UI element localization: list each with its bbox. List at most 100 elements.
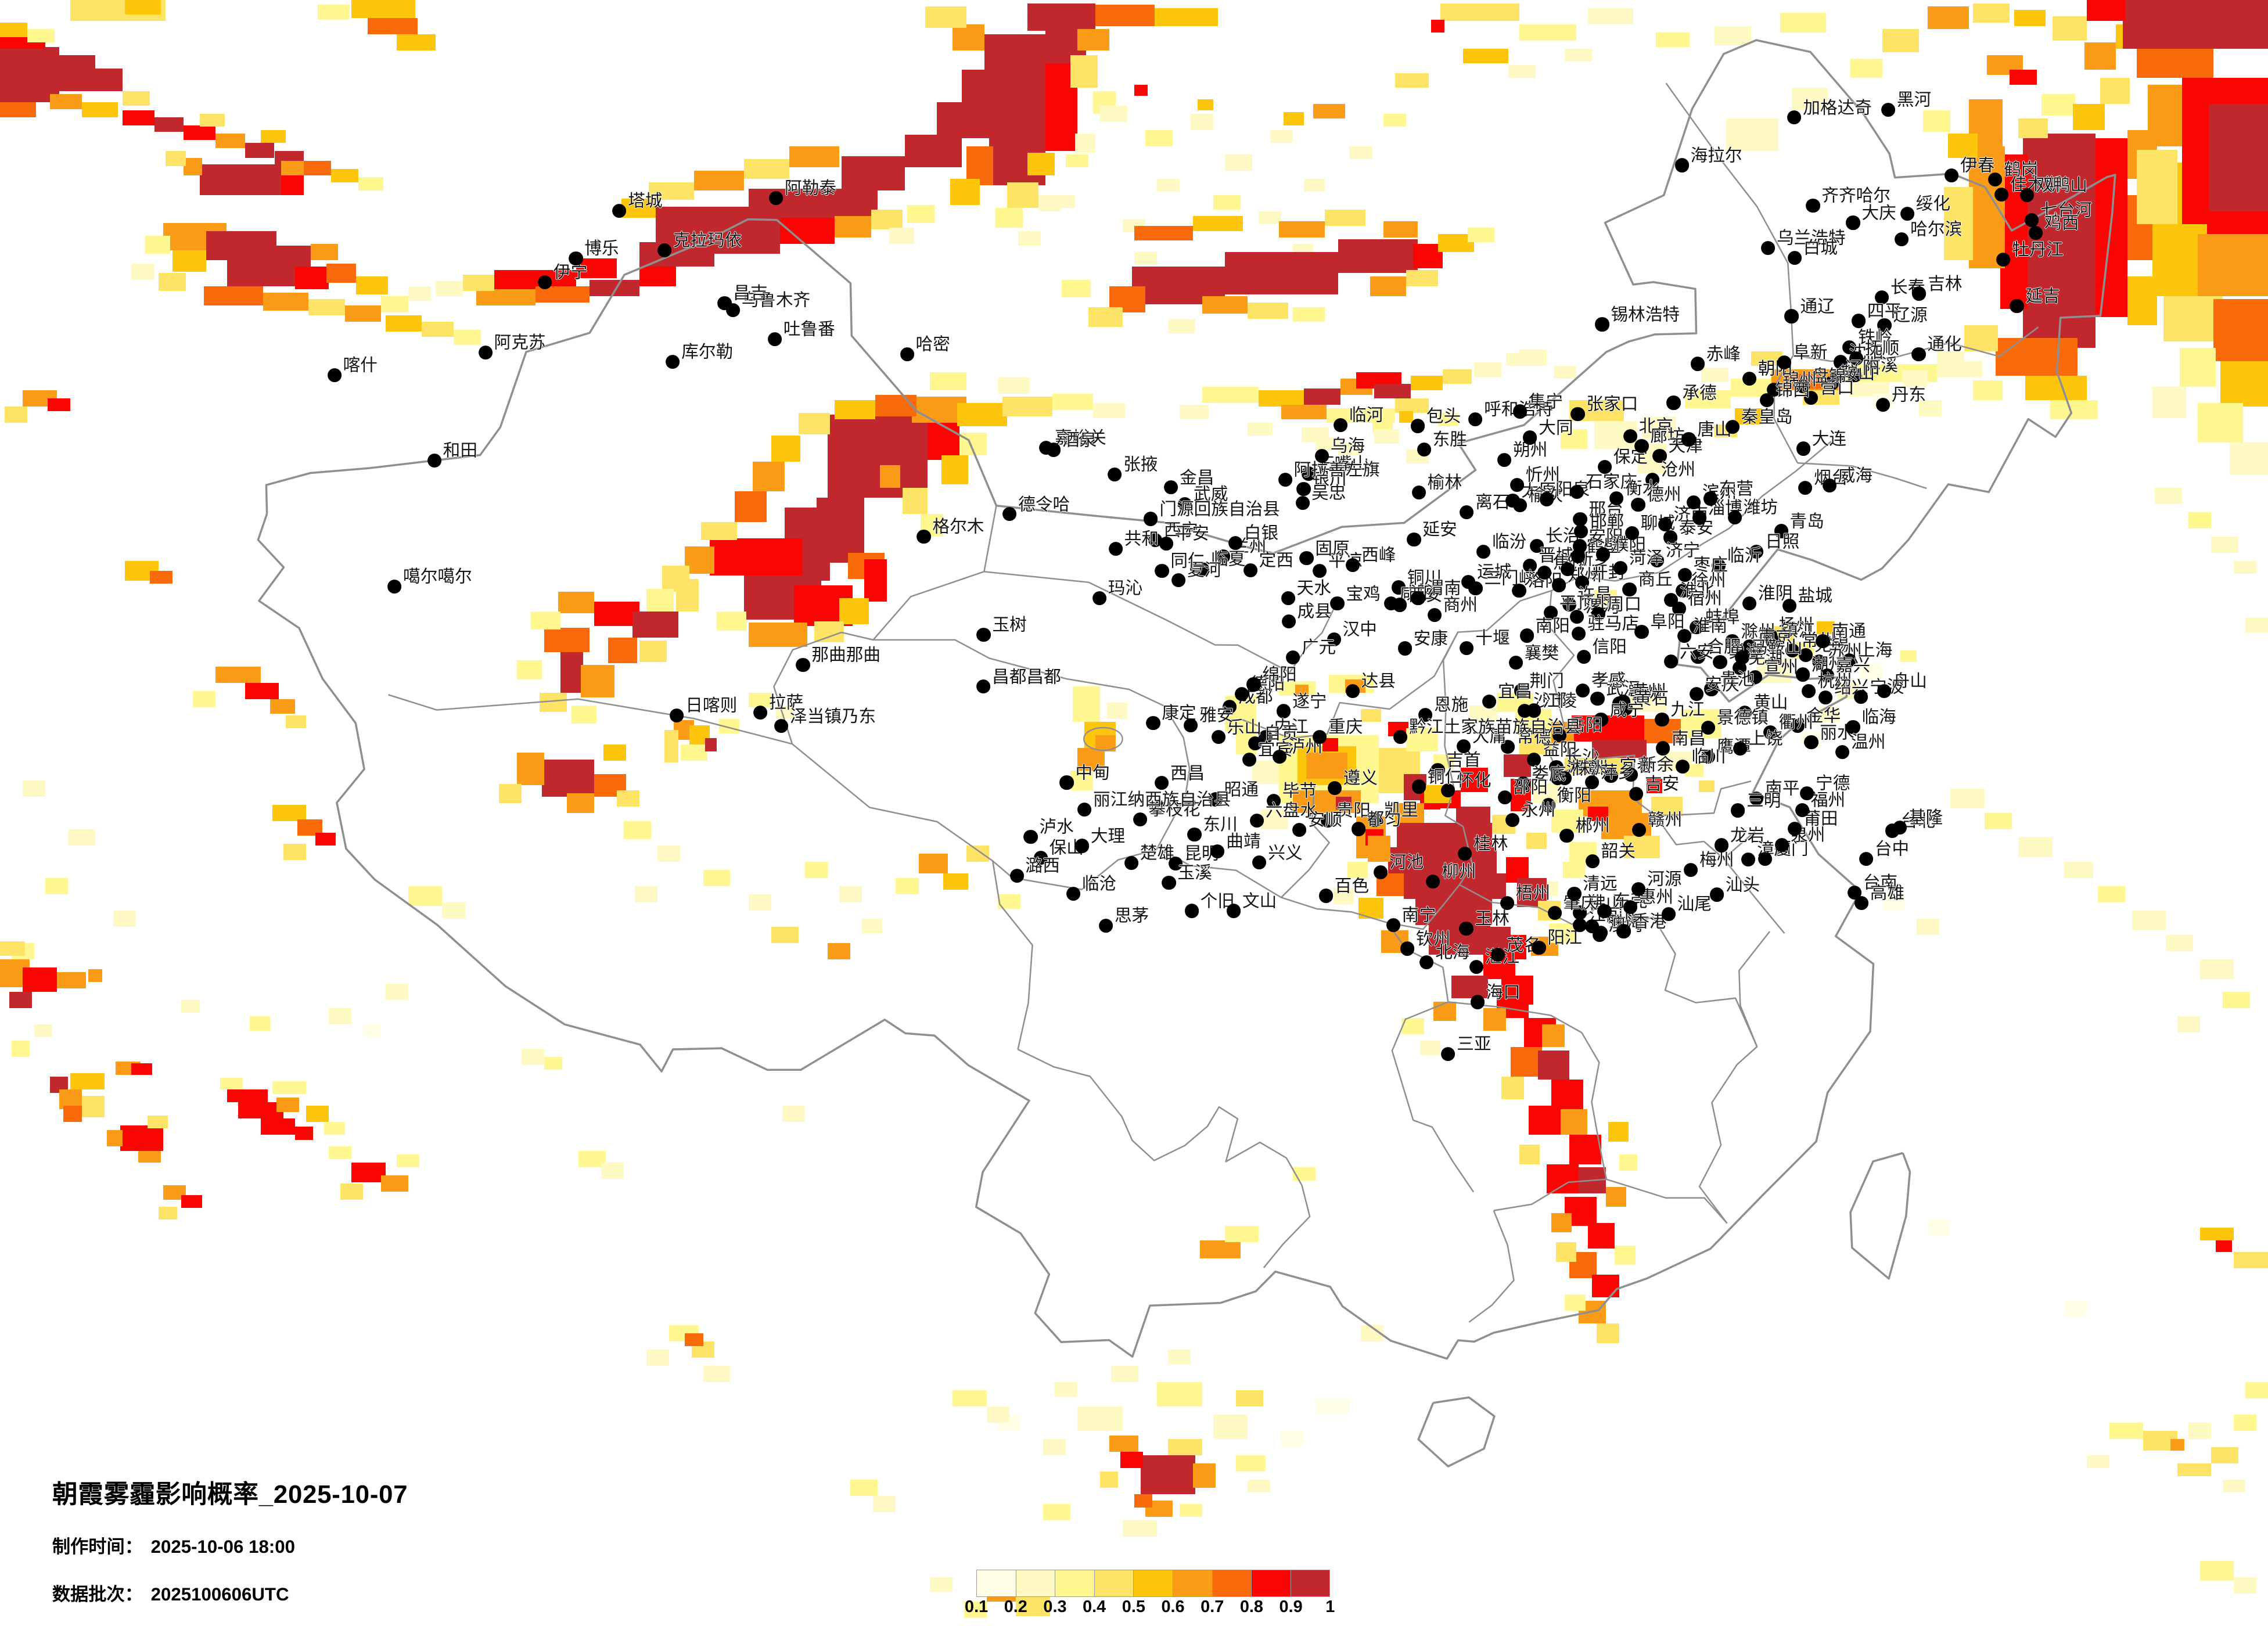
city-dot — [1299, 551, 1314, 566]
legend-swatch — [1094, 1570, 1134, 1596]
city-dot — [1285, 650, 1300, 665]
city-marker: 汕头 — [1709, 876, 1760, 904]
city-dot — [1634, 439, 1649, 454]
city-marker: 玉树 — [976, 617, 1027, 643]
heat-cell — [1324, 210, 1365, 226]
city-dot — [1629, 786, 1644, 801]
city-dot — [1624, 526, 1639, 541]
heat-cell — [59, 55, 95, 91]
city-dot — [1523, 430, 1537, 445]
city-dot — [1296, 495, 1310, 510]
city-dot — [1681, 432, 1696, 447]
city-label: 东川 — [1203, 815, 1238, 834]
heat-cell — [1134, 84, 1148, 96]
city-dot — [1351, 822, 1365, 836]
heat-cell — [184, 157, 202, 176]
city-marker: 阿拉善左旗 — [1278, 461, 1380, 488]
city-dot — [1666, 395, 1681, 410]
city-marker: 阳江 — [1532, 929, 1582, 956]
heat-cell — [261, 130, 286, 143]
city-dot — [1441, 1047, 1455, 1062]
city-dot — [1460, 505, 1474, 520]
city-label: 邯郸 — [1590, 512, 1624, 532]
heat-cell — [1440, 3, 1520, 21]
city-label: 文山 — [1242, 891, 1277, 911]
city-label: 赣州 — [1648, 810, 1683, 830]
heat-cell — [1701, 367, 1728, 382]
city-dot — [1508, 656, 1523, 670]
city-dot — [1835, 744, 1850, 760]
heat-cell — [331, 169, 358, 182]
city-dot — [1559, 829, 1574, 843]
city-dot — [1731, 803, 1745, 818]
heat-cell — [2086, 0, 2125, 21]
city-label: 格尔木 — [932, 517, 984, 537]
city-label: 海口 — [1486, 983, 1521, 1002]
city-dot — [2010, 298, 2024, 313]
city-label: 日照 — [1765, 532, 1800, 552]
city-dot — [1996, 252, 2011, 267]
heat-cell — [1383, 221, 1418, 238]
city-label: 咸宁 — [1609, 700, 1644, 720]
heat-cell — [639, 267, 676, 286]
city-dot — [774, 719, 789, 733]
city-dot — [427, 454, 441, 468]
city-marker: 加格达奇 — [1787, 99, 1872, 127]
city-marker: 黑河 — [1881, 92, 1931, 119]
legend-swatch — [1291, 1570, 1330, 1596]
city-marker: 临汾 — [1476, 534, 1526, 560]
city-marker: 伊宁 — [537, 264, 588, 291]
heat-cell — [2136, 149, 2177, 225]
city-dot — [1733, 741, 1747, 756]
city-dot — [1469, 959, 1483, 974]
city-marker: 绵阳 — [1246, 666, 1297, 693]
heat-cell — [166, 151, 186, 166]
city-label: 安康 — [1413, 629, 1448, 649]
heat-cell — [907, 204, 934, 223]
city-label: 南宁 — [1401, 905, 1436, 925]
city-marker: 高雄 — [1854, 884, 1904, 912]
city-label: 宿州 — [1687, 589, 1722, 609]
heat-cell — [199, 164, 282, 195]
city-dot — [1988, 172, 2003, 187]
city-dot — [1715, 838, 1729, 852]
city-dot — [1459, 921, 1473, 936]
heat-cell — [1442, 369, 1472, 384]
city-label: 临海 — [1861, 707, 1896, 727]
city-dot — [1692, 510, 1706, 525]
legend-tick-label: 0.3 — [1043, 1598, 1067, 1616]
city-label: 北海 — [1435, 942, 1470, 962]
city-dot — [1074, 839, 1090, 853]
city-dot — [1595, 547, 1611, 562]
city-marker: 赣州 — [1632, 812, 1682, 839]
city-label: 定西 — [1259, 551, 1293, 570]
city-label: 白城 — [1803, 239, 1838, 258]
legend-swatch — [1252, 1570, 1291, 1596]
city-dot — [1532, 940, 1546, 955]
city-marker: 通辽 — [1784, 298, 1835, 325]
city-marker: 桂林 — [1458, 836, 1508, 863]
city-marker: 阜新 — [1777, 344, 1827, 371]
heat-cell — [2073, 104, 2105, 130]
city-dot — [1386, 918, 1400, 933]
city-label: 固原 — [1315, 539, 1350, 559]
heat-cell — [841, 156, 905, 190]
city-marker: 日喀则 — [670, 697, 737, 724]
city-dot — [1574, 524, 1588, 539]
city-marker: 吉安 — [1629, 776, 1679, 803]
city-dot — [1249, 813, 1264, 828]
heat-cell — [1134, 252, 1157, 265]
city-marker: 永州 — [1505, 802, 1555, 829]
city-label: 阜新 — [1793, 343, 1828, 362]
city-dot — [717, 296, 732, 311]
city-label: 东营 — [1719, 479, 1754, 499]
heat-cell — [1412, 244, 1443, 268]
heat-cell — [1642, 416, 1676, 439]
city-dot — [1164, 480, 1178, 495]
city-marker: 门源回族自治县 — [1144, 501, 1280, 528]
city-dot — [796, 658, 810, 672]
heat-cell — [1281, 405, 1327, 420]
city-dot — [1512, 404, 1527, 419]
city-dot — [1468, 412, 1483, 427]
